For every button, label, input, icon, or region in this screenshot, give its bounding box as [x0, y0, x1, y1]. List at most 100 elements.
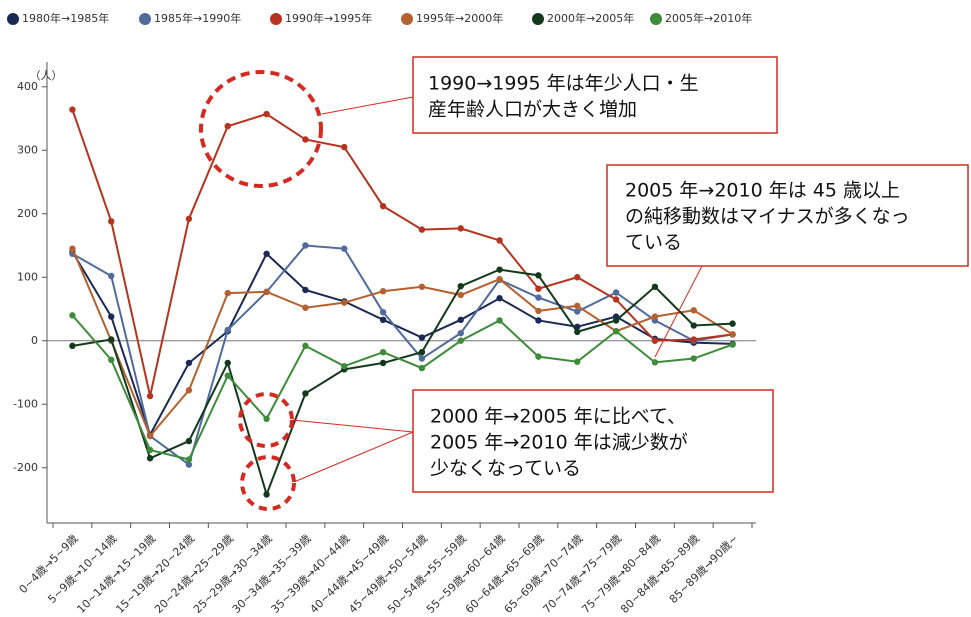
x-tick-label: 85~89歳→90歳~ [667, 532, 741, 606]
data-point [418, 334, 426, 341]
series-line [71, 244, 733, 467]
data-point [341, 299, 348, 306]
data-point [535, 317, 542, 324]
legend-swatch [270, 13, 282, 25]
legend-swatch [650, 13, 662, 25]
series-line [71, 248, 734, 438]
data-point [690, 336, 697, 343]
legend-item: 1990年→1995年 [270, 11, 372, 25]
data-point [418, 364, 426, 372]
data-point [341, 245, 348, 252]
series-line [71, 109, 733, 397]
connector [321, 96, 414, 115]
legend-swatch [7, 13, 19, 25]
data-point [69, 342, 76, 350]
x-tick-label: 5~9歳→10~14歳 [45, 532, 119, 606]
data-point [729, 320, 736, 327]
annotation-text: 2005 年→2010 年は減少数が [430, 432, 688, 454]
legend-item: 2005年→2010年 [650, 11, 752, 25]
data-point [302, 304, 309, 311]
plot-area: -200-10001002003004000~4歳→5~9歳5~9歳→10~14… [13, 62, 756, 616]
data-point [341, 362, 348, 370]
data-point [574, 274, 581, 281]
data-point [341, 143, 348, 151]
legend-item: 1995年→2000年 [401, 11, 503, 25]
annotation-box [412, 56, 778, 134]
data-point [224, 359, 231, 367]
connector [291, 419, 414, 433]
data-point [379, 308, 387, 316]
data-point [185, 359, 193, 367]
data-point [457, 337, 464, 344]
data-point [535, 272, 542, 279]
annotation-text: 少なくなっている [430, 458, 581, 480]
data-point [224, 372, 231, 379]
legend-label: 1995年→2000年 [416, 11, 503, 25]
legend-label: 1985年→1990年 [154, 11, 241, 25]
data-point [185, 215, 193, 223]
data-point [302, 286, 309, 294]
data-point [69, 106, 76, 113]
data-point [496, 295, 503, 302]
y-tick-label: -100 [13, 397, 38, 410]
data-point [651, 337, 659, 344]
data-point [457, 316, 464, 324]
data-point [302, 242, 309, 249]
data-point [535, 307, 542, 315]
data-point [69, 245, 76, 252]
data-point [302, 342, 309, 350]
series-line [71, 314, 733, 461]
data-point [69, 312, 76, 319]
data-point [108, 356, 115, 364]
connector [654, 265, 703, 358]
y-tick-label: 100 [17, 270, 38, 283]
data-point [457, 282, 464, 290]
data-point [574, 308, 581, 315]
annotation-text: ている [625, 232, 682, 254]
annotation-text: の純移動数はマイナスが多くなっ [625, 206, 910, 228]
data-point [690, 322, 697, 329]
data-point [690, 307, 697, 314]
data-point [651, 313, 659, 320]
data-point [146, 432, 154, 440]
data-point [379, 202, 387, 210]
data-point [418, 283, 426, 290]
data-point [185, 387, 193, 394]
annotation-text: 1990→1995 年は年少人口・生 [428, 73, 699, 95]
legend-swatch [139, 13, 151, 25]
data-point [263, 110, 270, 118]
series-line [72, 268, 733, 498]
data-point [108, 336, 115, 343]
data-point [535, 353, 542, 360]
legend-label: 1980年→1985年 [22, 11, 109, 25]
data-point [224, 289, 231, 297]
y-tick-label: 0 [31, 334, 38, 347]
data-point [457, 225, 464, 232]
data-point [574, 358, 581, 365]
y-unit-label: （人） [30, 69, 63, 82]
data-point [108, 272, 115, 280]
data-point [535, 294, 542, 301]
connector [293, 431, 414, 483]
annotation-text: 2005 年→2010 年は 45 歳以上 [625, 180, 900, 202]
data-point [263, 288, 270, 296]
data-point [457, 291, 464, 299]
data-point [263, 415, 270, 423]
highlight-circle [199, 70, 323, 188]
data-point [535, 285, 542, 292]
legend-label: 1990年→1995年 [285, 11, 372, 25]
data-point [146, 446, 154, 454]
data-point [379, 359, 387, 367]
data-point [457, 329, 464, 337]
data-point [574, 302, 581, 310]
data-point [729, 341, 736, 348]
series-line [71, 251, 733, 438]
data-point [690, 355, 697, 362]
data-point [185, 437, 193, 445]
data-point [263, 491, 270, 498]
data-point [302, 390, 309, 397]
annotation-box [606, 164, 969, 267]
data-point [224, 122, 231, 130]
data-point [612, 289, 620, 296]
legend-label: 2005年→2010年 [665, 11, 752, 25]
